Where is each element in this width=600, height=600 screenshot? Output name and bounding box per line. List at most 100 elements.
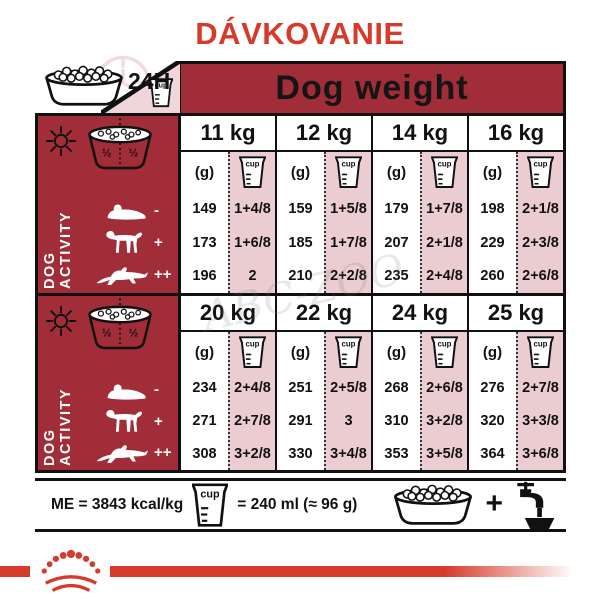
weight-header: 25 kg	[469, 296, 563, 332]
activity-symbol: +	[154, 233, 163, 251]
cups-value: 2+5/8	[330, 380, 367, 397]
lying-dog-icon	[102, 198, 150, 222]
cups-subcolumn: 2+1/8 2+3/8 2+6/8	[516, 152, 563, 293]
cups-value: 3+2/8	[234, 445, 271, 462]
grams-value: 210	[288, 268, 313, 285]
activity-symbol: -	[154, 381, 159, 398]
activity-row-medium: +	[86, 226, 176, 258]
grams-unit-label: (g)	[482, 163, 503, 181]
plus-sign: +	[485, 487, 503, 520]
cups-value: 2+7/8	[234, 413, 271, 429]
grams-value: 310	[384, 413, 409, 429]
activity-row-medium: +	[86, 405, 176, 437]
grams-unit-label: (g)	[194, 163, 215, 181]
grams-subcolumn: (g) 234 271 308	[181, 332, 228, 470]
grams-subcolumn: (g) 159 185 210	[277, 152, 324, 293]
cups-value: 1+6/8	[234, 234, 271, 251]
footer-info-strip: ME = 3843 kcal/kg = 240 ml (≈ 96 g) +	[35, 478, 566, 532]
cups-value: 1+7/8	[330, 234, 367, 251]
cups-value: 2+4/8	[234, 380, 271, 397]
metabolizable-energy-text: ME = 3843 kcal/kg	[51, 496, 184, 513]
grams-value: 207	[384, 234, 409, 251]
weight-block-20-25kg: DOG ACTIVITY - + ++	[38, 293, 563, 470]
weight-header: 14 kg	[373, 116, 467, 152]
cups-value: 3+5/8	[426, 445, 463, 462]
cups-value: 3+6/8	[522, 445, 559, 462]
dosage-table: DOG ACTIVITY - + ++	[35, 113, 566, 473]
activity-row-high: ++	[86, 437, 176, 468]
weight-header: 16 kg	[469, 116, 563, 152]
grams-value: 276	[480, 380, 505, 397]
grams-unit-label: (g)	[290, 163, 311, 181]
weight-column: 24 kg (g) 268 310 353 2+6/8 3+2/8 3+5	[371, 296, 467, 470]
grams-unit-label: (g)	[194, 343, 215, 361]
dog-weight-header: Dog weight	[178, 61, 566, 113]
sun-icon	[44, 124, 78, 158]
half-portions-bowl-icon	[78, 118, 162, 174]
moon-icon	[162, 306, 179, 328]
weight-header: 12 kg	[277, 116, 371, 152]
grams-value: 198	[480, 200, 505, 217]
grams-value: 173	[192, 234, 217, 251]
cup-icon	[431, 336, 458, 369]
cups-value: 2+6/8	[426, 380, 463, 397]
grams-unit-label: (g)	[386, 343, 407, 361]
cups-value: 3	[344, 413, 353, 429]
weight-column: 16 kg (g) 198 229 260 2+1/8 2+3/8 2+6	[467, 116, 563, 293]
lying-dog-icon	[102, 378, 150, 402]
running-dog-icon	[94, 261, 150, 288]
cups-subcolumn: 1+7/8 2+1/8 2+4/8	[420, 152, 467, 293]
grams-value: 235	[384, 268, 409, 285]
grams-value: 330	[288, 445, 313, 462]
cup-icon	[527, 156, 554, 189]
dog-activity-label: DOG ACTIVITY	[42, 210, 74, 289]
cup-icon	[335, 336, 362, 369]
cups-value: 2	[248, 268, 257, 285]
cups-subcolumn: 1+5/8 1+7/8 2+2/8	[324, 152, 371, 293]
grams-value: 196	[192, 268, 217, 285]
grams-subcolumn: (g) 198 229 260	[469, 152, 516, 293]
cups-value: 2+7/8	[522, 380, 559, 397]
standing-dog-icon	[98, 405, 150, 437]
page-title: DÁVKOVANIE	[195, 16, 405, 51]
grams-value: 260	[480, 268, 505, 285]
weight-header: 24 kg	[373, 296, 467, 332]
cups-value: 2+1/8	[522, 200, 559, 217]
cups-subcolumn: 2+7/8 3+3/8 3+6/8	[516, 332, 563, 470]
cups-value: 2+4/8	[426, 268, 463, 285]
brand-band-left	[0, 566, 30, 577]
cup-corner-triangle	[101, 61, 180, 113]
activity-row-low: -	[86, 374, 176, 405]
cup-icon	[239, 156, 266, 189]
weight-column: 14 kg (g) 179 207 235 1+7/8 2+1/8 2+4	[371, 116, 467, 293]
grams-value: 229	[480, 234, 505, 251]
grams-unit-label: (g)	[482, 343, 503, 361]
cups-value: 2+3/8	[522, 234, 559, 251]
cup-icon	[192, 483, 228, 528]
weight-column: 11 kg (g) 149 173 196 1+4/8 1+6/8 2	[181, 116, 275, 293]
grams-value: 308	[192, 445, 217, 462]
dog-activity-sidebar: DOG ACTIVITY - + ++	[38, 116, 181, 293]
cups-value: 1+7/8	[426, 200, 463, 217]
cups-subcolumn: 1+4/8 1+6/8 2	[228, 152, 275, 293]
weight-column: 22 kg (g) 251 291 330 2+5/8 3 3+4/8	[275, 296, 371, 470]
grams-value: 149	[192, 200, 217, 217]
weight-column: 25 kg (g) 276 320 364 2+7/8 3+3/8 3+6	[467, 296, 563, 470]
water-faucet-icon	[512, 480, 556, 530]
food-bowl-icon	[390, 483, 476, 527]
cups-subcolumn: 2+6/8 3+2/8 3+5/8	[420, 332, 467, 470]
cups-subcolumn: 2+5/8 3 3+4/8	[324, 332, 371, 470]
grams-value: 353	[384, 445, 409, 462]
crown-logo	[36, 548, 106, 593]
moon-icon	[162, 126, 179, 148]
cup-icon	[335, 156, 362, 189]
activity-symbol: +	[154, 412, 163, 430]
half-portions-bowl-icon	[78, 298, 162, 354]
weight-header: 20 kg	[181, 296, 275, 332]
grams-value: 179	[384, 200, 409, 217]
running-dog-icon	[94, 439, 150, 466]
activity-row-high: ++	[86, 259, 176, 291]
grams-value: 271	[192, 413, 217, 429]
activity-row-low: -	[86, 194, 176, 226]
